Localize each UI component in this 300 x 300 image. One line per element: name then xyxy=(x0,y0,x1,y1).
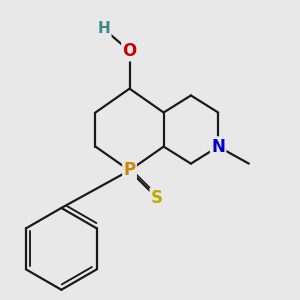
Text: N: N xyxy=(211,138,225,156)
Text: P: P xyxy=(124,161,136,179)
Text: O: O xyxy=(122,42,137,60)
Text: S: S xyxy=(151,189,163,207)
Text: H: H xyxy=(98,22,110,37)
